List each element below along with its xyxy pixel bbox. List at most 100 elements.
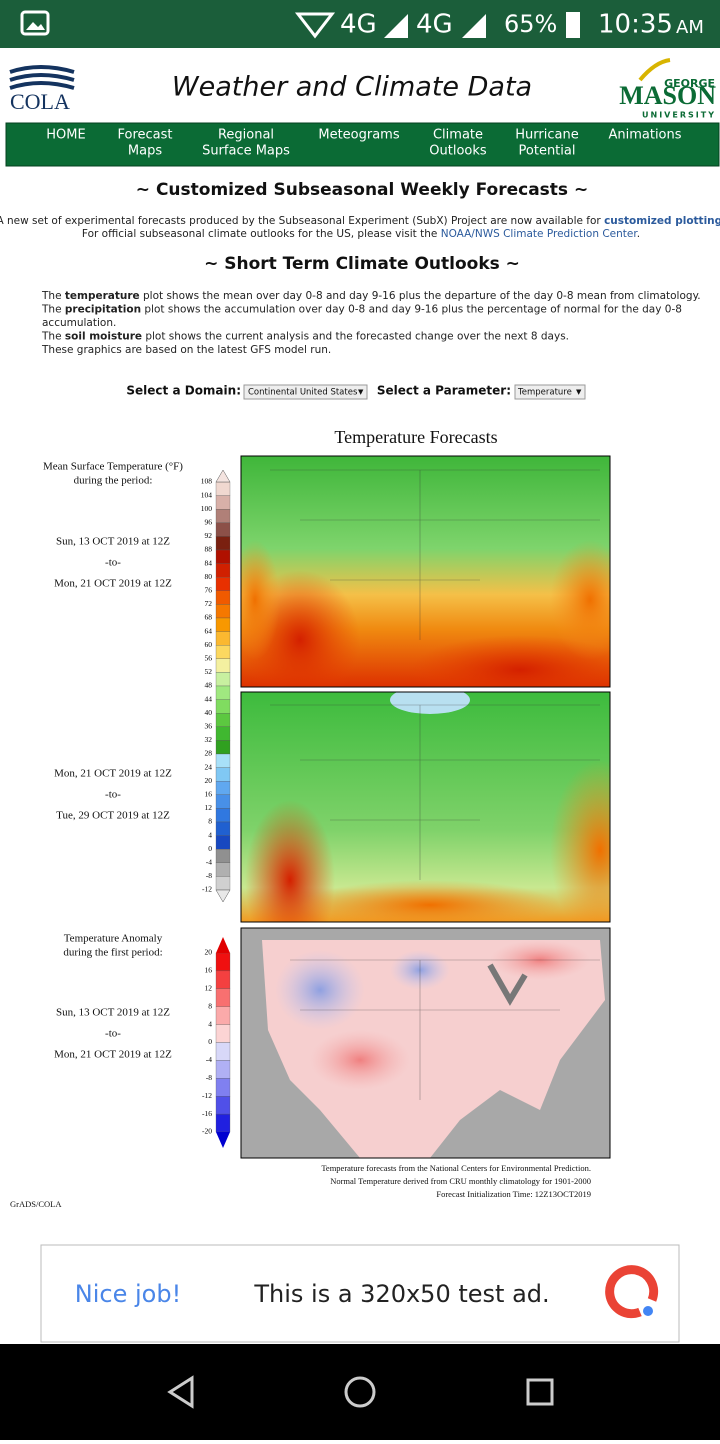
battery-icon xyxy=(566,12,580,38)
colorbar-label: 88 xyxy=(205,545,213,554)
colorbar-band xyxy=(215,481,231,496)
colorbar-label: -12 xyxy=(202,1091,212,1100)
colorbar-label: 92 xyxy=(205,531,213,540)
parameter-select[interactable] xyxy=(514,384,586,400)
colorbar-label: 44 xyxy=(205,694,213,703)
network-label: 4G xyxy=(340,10,377,40)
network-label: 4G xyxy=(416,10,453,40)
cola-logo: COLA xyxy=(10,89,70,114)
text: The xyxy=(41,304,65,316)
image-icon xyxy=(20,10,50,36)
colorbar-label: 72 xyxy=(205,599,213,608)
colorbar-end xyxy=(215,889,231,903)
domain-select[interactable] xyxy=(243,384,368,400)
nav-link[interactable]: Regional xyxy=(218,128,274,143)
colorbar-band xyxy=(215,952,231,972)
figure-label: Tue, 29 OCT 2019 at 12Z xyxy=(56,810,170,822)
signal-icon xyxy=(384,14,408,38)
colorbar-label: 4 xyxy=(208,830,212,839)
figure-label: -to- xyxy=(105,789,121,801)
text: The xyxy=(41,331,65,343)
figure-label: during the period: xyxy=(74,475,153,487)
colorbar-label: -16 xyxy=(202,1109,212,1118)
figure-note: Forecast Initialization Time: 12Z13OCT20… xyxy=(436,1189,591,1199)
colorbar-band xyxy=(215,767,231,782)
image-icon-glyph xyxy=(26,22,45,30)
nav-link[interactable]: Animations xyxy=(608,128,681,143)
figure-label: Sun, 13 OCT 2019 at 12Z xyxy=(56,1007,170,1019)
figure-label: Mean Surface Temperature (°F) xyxy=(43,461,183,473)
select-label: Select a Domain: xyxy=(126,384,241,398)
colorbar-label: 64 xyxy=(205,626,213,635)
map-anomaly xyxy=(241,928,610,1158)
colorbar-band xyxy=(215,808,231,823)
colorbar-label: -8 xyxy=(206,1073,212,1082)
back-button[interactable] xyxy=(167,1375,194,1409)
colorbar-label: -4 xyxy=(206,858,212,867)
colorbar-band xyxy=(215,631,231,646)
colorbar-label: 0 xyxy=(208,1037,212,1046)
link[interactable]: NOAA/NWS Climate Prediction Center xyxy=(441,228,639,240)
colorbar-label: 16 xyxy=(205,790,213,799)
home-button[interactable] xyxy=(344,1376,376,1408)
nav-link[interactable]: Climate xyxy=(433,128,483,143)
colorbar-label: 48 xyxy=(205,681,213,690)
paragraph-line: The temperature plot shows the mean over… xyxy=(41,290,701,302)
nav-link[interactable]: Surface Maps xyxy=(202,144,290,159)
nav-link[interactable]: Meteograms xyxy=(318,128,399,143)
figure-label: Mon, 21 OCT 2019 at 12Z xyxy=(54,768,172,780)
link[interactable]: customized plotting xyxy=(604,215,720,227)
colorbar-label: 96 xyxy=(205,518,213,527)
section-heading: ~ Customized Subseasonal Weekly Forecast… xyxy=(136,180,588,200)
nav-link[interactable]: Outlooks xyxy=(429,144,487,159)
text: A new set of experimental forecasts prod… xyxy=(0,215,604,227)
nav-bar xyxy=(5,122,720,167)
ad-banner[interactable] xyxy=(40,1244,680,1343)
colorbar-band xyxy=(215,1006,231,1025)
section-heading: ~ Short Term Climate Outlooks ~ xyxy=(204,254,520,274)
select-arrow: ▼ xyxy=(576,388,582,396)
status-bar xyxy=(0,0,720,48)
colorbar-label: 76 xyxy=(205,586,213,595)
figure-note: Temperature forecasts from the National … xyxy=(321,1163,591,1173)
colorbar-label: -12 xyxy=(202,885,212,894)
colorbar-label: -8 xyxy=(206,871,212,880)
select-value: Temperature xyxy=(517,388,572,398)
nav-link[interactable]: Forecast xyxy=(117,128,172,143)
clock-ampm: AM xyxy=(676,17,704,38)
colorbar-label: 104 xyxy=(201,490,213,499)
nav-link[interactable]: Maps xyxy=(128,144,162,159)
figure-label: Sun, 13 OCT 2019 at 12Z xyxy=(56,536,170,548)
nav-link[interactable]: Hurricane xyxy=(515,128,578,143)
clock: 10:35 xyxy=(598,10,673,40)
bold-term: temperature xyxy=(65,290,140,302)
colorbar-label: 4 xyxy=(208,1019,212,1028)
colorbar-band xyxy=(215,658,231,673)
ad-left: Nice job! xyxy=(75,1280,181,1308)
figure-label: Mon, 21 OCT 2019 at 12Z xyxy=(54,578,172,590)
ad-logo-dot xyxy=(643,1306,653,1316)
recents-button[interactable] xyxy=(526,1378,554,1406)
gmu-logo-mark xyxy=(638,58,671,82)
paragraph-line: For official subseasonal climate outlook… xyxy=(82,228,640,240)
colorbar-band xyxy=(215,1060,231,1079)
gmu-logo: MASON xyxy=(619,81,716,110)
map-frame xyxy=(240,927,611,1159)
nav-link[interactable]: Potential xyxy=(519,144,576,159)
figure-label: Mon, 21 OCT 2019 at 12Z xyxy=(54,1049,172,1061)
colorbar-label: 60 xyxy=(205,640,213,649)
colorbar-label: 32 xyxy=(205,735,213,744)
select-arrow: ▼ xyxy=(358,388,364,396)
colorbar-band xyxy=(215,672,231,687)
colorbar-band xyxy=(215,495,231,510)
colorbar-band xyxy=(215,835,231,850)
map-frame xyxy=(240,455,611,688)
text: These graphics are based on the latest G… xyxy=(41,344,331,356)
map-frame xyxy=(240,691,611,923)
colorbar-band xyxy=(215,563,231,578)
colorbar-label: 52 xyxy=(205,667,213,676)
text: The xyxy=(41,290,65,302)
colorbar-label: 8 xyxy=(208,817,212,826)
figure-label: Temperature Anomaly xyxy=(64,933,163,945)
nav-link[interactable]: HOME xyxy=(46,128,85,143)
